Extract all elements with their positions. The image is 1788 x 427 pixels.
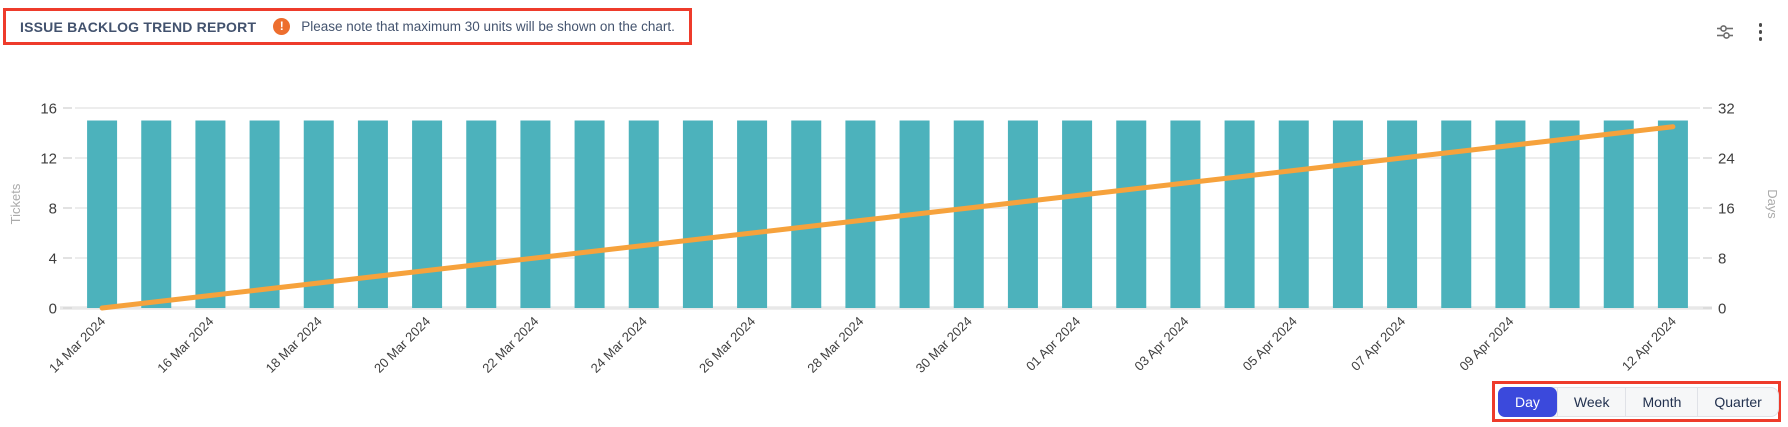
bar-tickets <box>1007 120 1038 308</box>
max-units-note: Please note that maximum 30 units will b… <box>301 19 675 34</box>
x-tick-label: 09 Apr 2024 <box>1456 314 1516 374</box>
bar-tickets <box>1116 120 1147 308</box>
bar-tickets <box>1387 120 1418 308</box>
x-tick-label: 20 Mar 2024 <box>371 314 433 376</box>
x-tick-label: 05 Apr 2024 <box>1240 314 1300 374</box>
bar-tickets <box>195 120 226 308</box>
bar-tickets <box>1278 120 1309 308</box>
bar-tickets <box>737 120 768 308</box>
bar-tickets <box>1549 120 1580 308</box>
left-tick-label: 4 <box>49 251 57 268</box>
left-tick-label: 12 <box>40 151 57 168</box>
right-tick-label: 32 <box>1718 101 1735 118</box>
x-tick-label: 16 Mar 2024 <box>154 314 216 376</box>
x-tick-label: 01 Apr 2024 <box>1023 314 1083 374</box>
bar-tickets <box>1062 120 1093 308</box>
x-tick-label: 12 Apr 2024 <box>1619 314 1679 374</box>
sliders-filter-button[interactable] <box>1712 20 1738 44</box>
bar-tickets <box>303 120 334 308</box>
x-tick-label: 22 Mar 2024 <box>479 314 541 376</box>
period-quarter-button[interactable]: Quarter <box>1697 388 1777 416</box>
x-tick-label: 03 Apr 2024 <box>1131 314 1191 374</box>
x-tick-label: 07 Apr 2024 <box>1348 314 1408 374</box>
page-title: ISSUE BACKLOG TREND REPORT <box>20 18 257 35</box>
x-tick-label: 18 Mar 2024 <box>263 314 325 376</box>
x-tick-label: 26 Mar 2024 <box>696 314 758 376</box>
left-tick-label: 0 <box>49 301 57 318</box>
x-tick-label: 14 Mar 2024 <box>46 314 108 376</box>
x-tick-label: 28 Mar 2024 <box>804 314 866 376</box>
kebab-menu-button[interactable] <box>1755 21 1767 43</box>
bar-tickets <box>953 120 984 308</box>
bar-tickets <box>1495 120 1526 308</box>
bar-tickets <box>249 120 280 308</box>
right-tick-label: 8 <box>1718 251 1726 268</box>
bar-tickets <box>412 120 443 308</box>
right-axis-title: Days <box>1765 189 1780 219</box>
left-axis-title: Tickets <box>8 183 23 224</box>
bar-tickets <box>1603 120 1634 308</box>
bar-tickets <box>1170 120 1201 308</box>
left-tick-label: 16 <box>40 101 57 118</box>
bar-tickets <box>628 120 659 308</box>
exclamation-circle-icon: ! <box>273 18 291 35</box>
bar-tickets <box>574 120 605 308</box>
bar-tickets <box>1332 120 1363 308</box>
period-week-button[interactable]: Week <box>1556 388 1626 416</box>
bar-tickets <box>466 120 497 308</box>
chart-toolbar <box>1712 20 1767 44</box>
bar-tickets <box>791 120 822 308</box>
bar-tickets <box>87 120 118 308</box>
kebab-menu-icon <box>1758 23 1762 27</box>
left-tick-label: 8 <box>49 201 57 218</box>
bar-tickets <box>520 120 551 308</box>
period-month-button[interactable]: Month <box>1625 388 1697 416</box>
bar-tickets <box>845 120 876 308</box>
bar-tickets <box>1657 120 1688 308</box>
period-toggle: Day Week Month Quarter <box>1498 387 1779 417</box>
bar-tickets <box>682 120 713 308</box>
period-day-button[interactable]: Day <box>1498 387 1557 417</box>
x-tick-label: 30 Mar 2024 <box>913 314 975 376</box>
sliders-icon <box>1716 25 1733 39</box>
right-tick-label: 16 <box>1718 201 1735 218</box>
backlog-trend-chart: 0 4 8 12 16 0 8 16 24 32 Tickets Days 14 Mar 2024 16 … <box>8 101 1780 376</box>
bar-tickets <box>141 120 172 308</box>
right-tick-label: 24 <box>1718 151 1735 168</box>
line-days <box>99 124 1676 311</box>
x-tick-label: 24 Mar 2024 <box>588 314 650 376</box>
right-tick-label: 0 <box>1718 301 1726 318</box>
bar-tickets <box>1224 120 1255 308</box>
annotation-box-header: ISSUE BACKLOG TREND REPORT ! Please note… <box>3 8 692 45</box>
